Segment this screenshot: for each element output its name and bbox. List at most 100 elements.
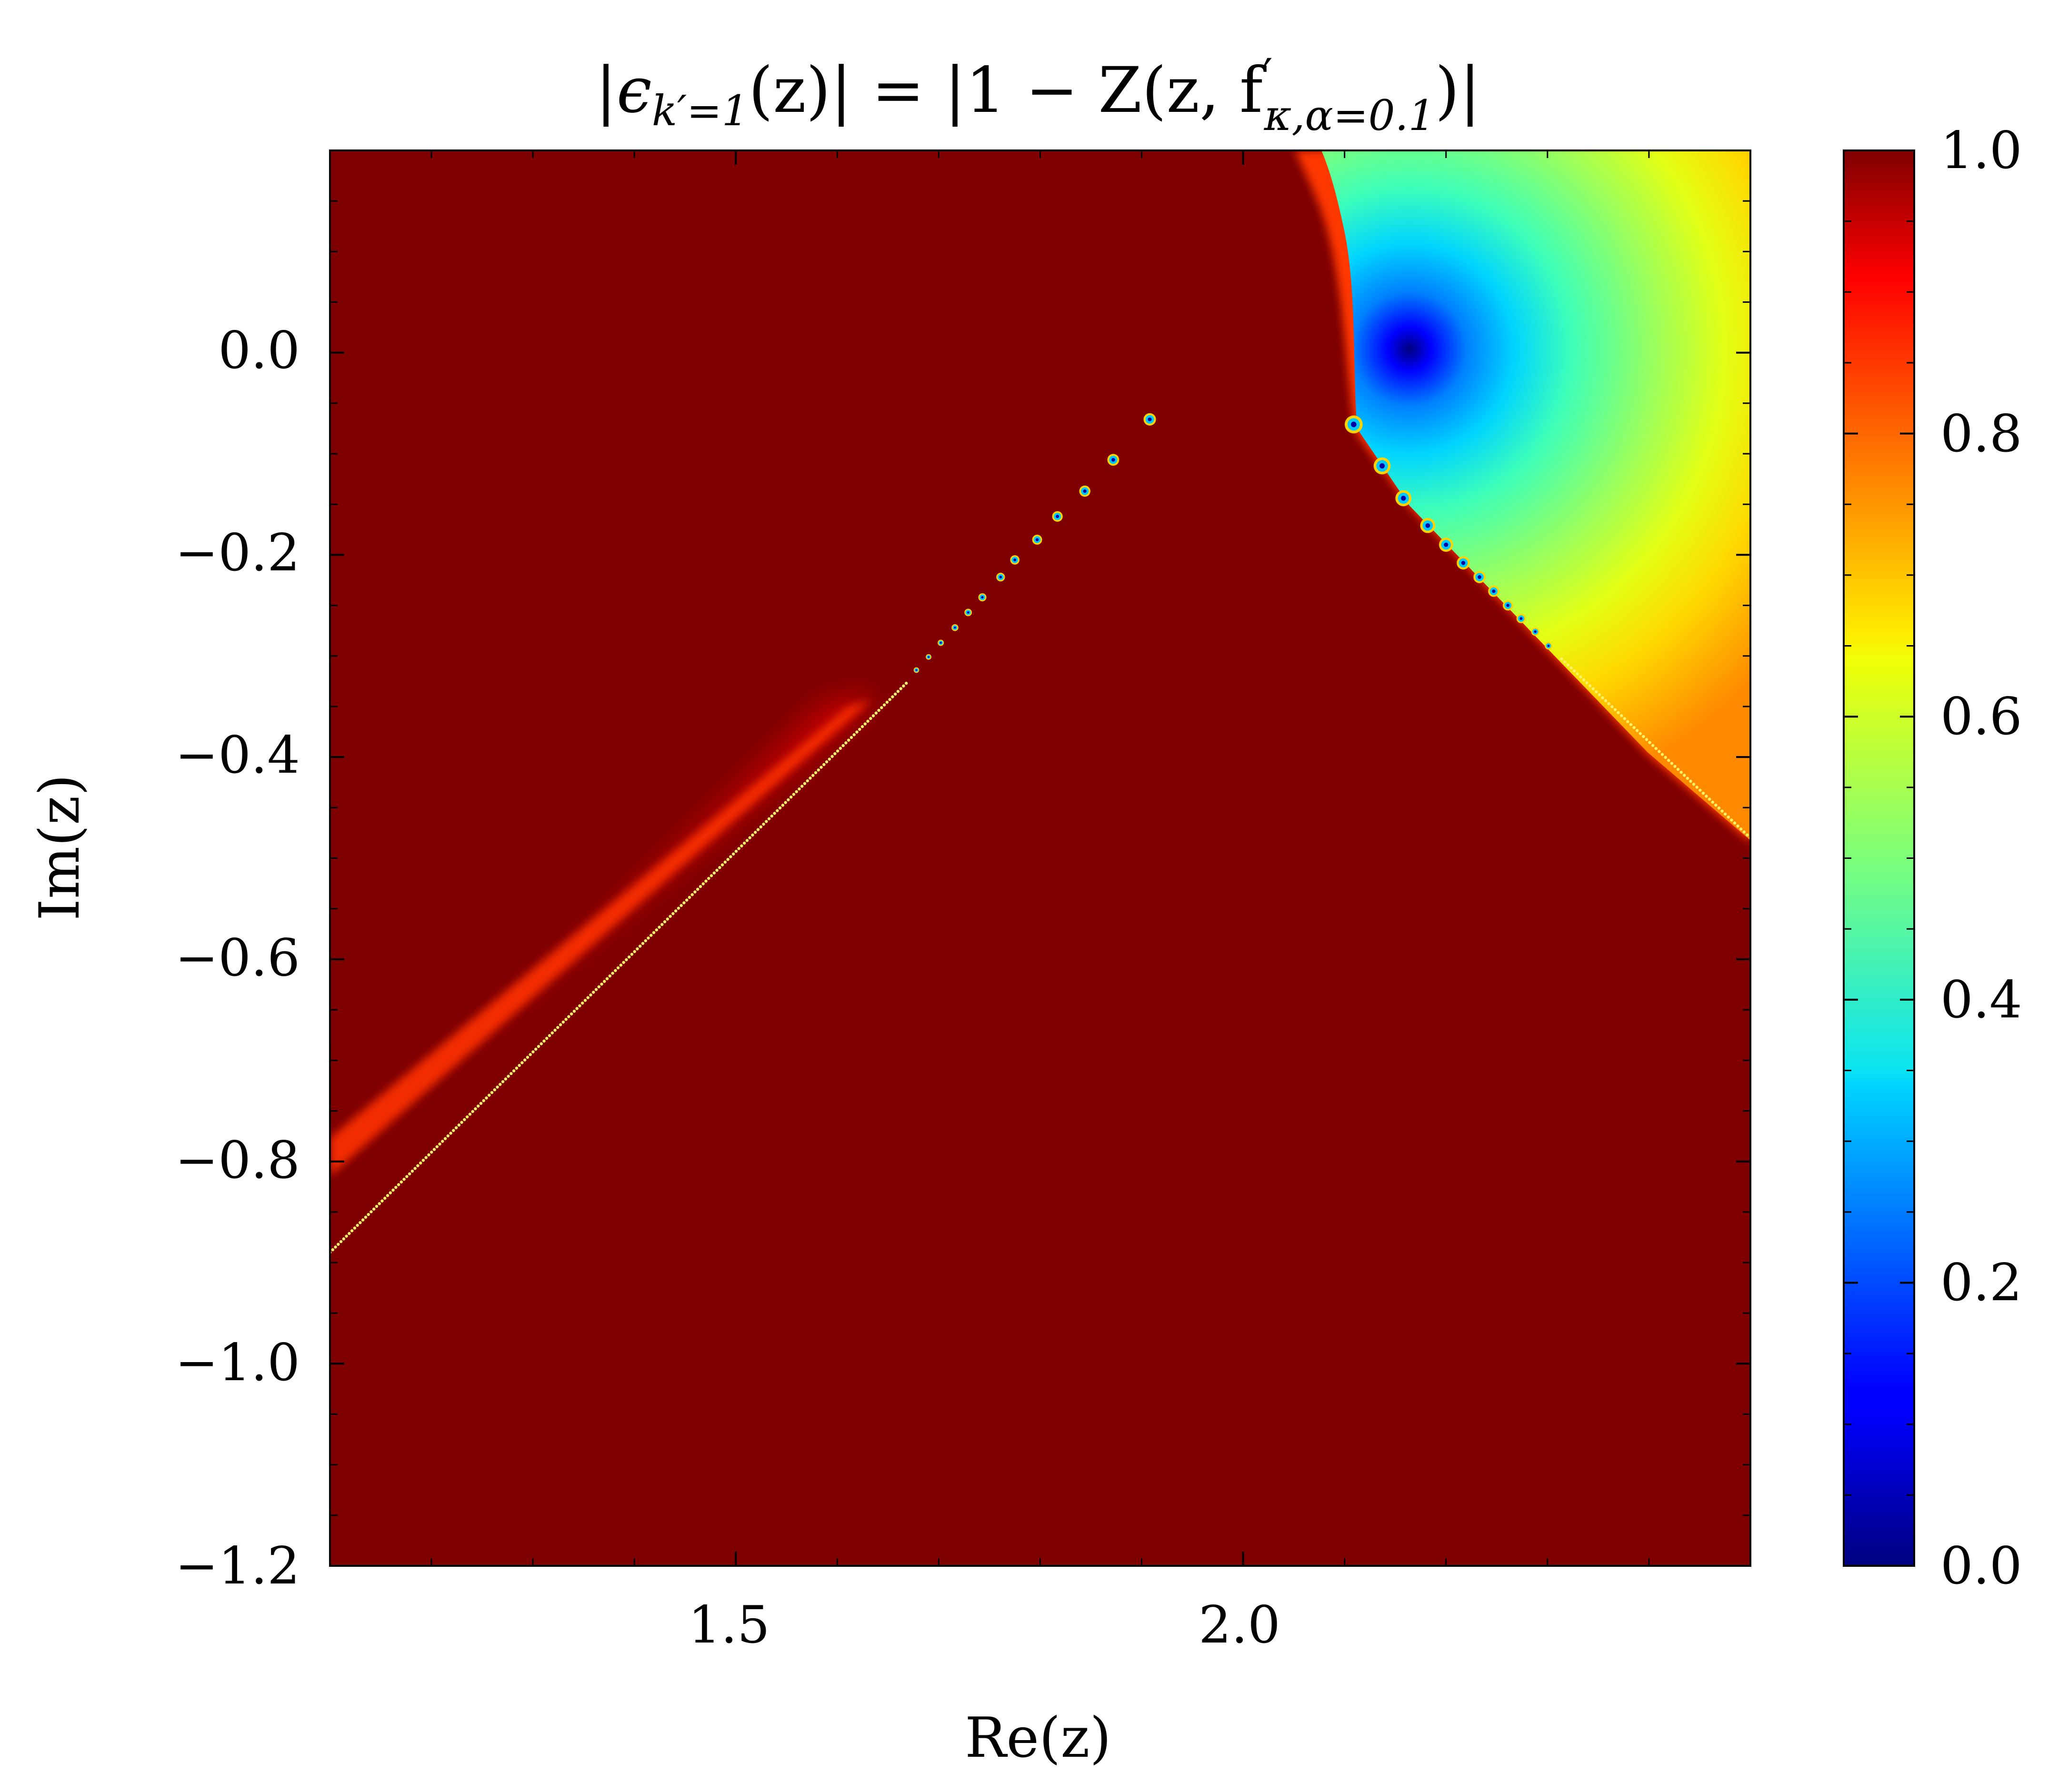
zero-dot-left (463, 1118, 466, 1121)
zero-dot-left (770, 814, 774, 818)
zero-dot-left (877, 708, 880, 712)
title-suffix: )| (1435, 54, 1481, 127)
zero-dot-left (600, 982, 603, 986)
zero-dot-left (806, 779, 809, 783)
zero-dot-right (1613, 708, 1617, 711)
zero-dot-left (704, 879, 708, 883)
zero-dot-left (375, 1205, 379, 1208)
zero-dot-left (465, 1115, 469, 1119)
zero-dot-left (430, 1150, 433, 1154)
y-axis-label: Im(z) (28, 774, 92, 920)
zero-dot-left (756, 828, 760, 831)
zero-dot-left (905, 681, 908, 685)
zero-dot-right (1670, 762, 1674, 765)
zero-marker-core (1035, 538, 1039, 541)
zero-dot-left (679, 904, 683, 907)
zero-dot-left (677, 906, 680, 910)
y-tick-label: −0.8 (175, 1131, 300, 1190)
upper-right-region (1295, 150, 1750, 843)
zero-dot-left (814, 771, 818, 775)
zero-dot-left (822, 763, 826, 767)
zero-dot-left (644, 939, 647, 943)
zero-dot-right (1648, 741, 1651, 744)
zero-dot-right (1667, 758, 1670, 762)
zero-dot-left (419, 1161, 422, 1165)
title-mid: (z)| = |1 − Z(z, f (749, 54, 1267, 127)
zero-dot-left (394, 1185, 398, 1189)
zero-dot-right (1610, 705, 1614, 708)
zero-dot-right (1598, 693, 1601, 697)
zero-dot-left (438, 1142, 441, 1146)
zero-dot-left (575, 1007, 579, 1010)
colorbar-tick-label: 1.0 (1940, 121, 2022, 180)
zero-dot-left (389, 1191, 392, 1195)
colorbar-tick-label: 0.6 (1940, 687, 2022, 747)
zero-dot-left (556, 1025, 559, 1029)
zero-dot-left (896, 690, 900, 693)
zero-dot-left (709, 874, 713, 877)
zero-marker-core (939, 642, 942, 644)
zero-marker-core (915, 669, 918, 671)
zero-marker-core (1111, 458, 1115, 462)
zero-dot-left (337, 1243, 340, 1246)
zero-dot-left (499, 1083, 502, 1086)
zero-dot-left (800, 785, 804, 788)
zero-dot-right (1636, 729, 1639, 732)
zero-dot-left (641, 942, 645, 945)
x-axis-label: Re(z) (965, 1706, 1111, 1770)
zero-dot-right (1632, 726, 1636, 729)
zero-dot-left (789, 796, 793, 799)
zero-dot-right (1701, 791, 1705, 795)
zero-dot-left (616, 966, 620, 970)
zero-dot-right (1604, 699, 1608, 703)
zero-marker-core (981, 596, 984, 599)
zero-dot-left (888, 698, 891, 701)
zero-dot-left (666, 917, 669, 921)
zero-dot-left (663, 920, 667, 924)
zero-dot-right (1595, 690, 1598, 694)
zero-dot-left (592, 990, 595, 994)
zero-dot-left (605, 977, 609, 980)
y-tick-label: −1.0 (175, 1333, 300, 1393)
zero-dot-left (594, 988, 598, 991)
zero-dot-left (828, 757, 831, 761)
x-tick-labels: 1.5 2.0 (688, 1595, 1280, 1655)
zero-dot-right (1723, 812, 1727, 816)
zero-dot-left (701, 882, 705, 886)
zero-dot-left (405, 1175, 409, 1178)
zero-dot-left (402, 1177, 406, 1181)
zero-dot-left (515, 1066, 519, 1070)
zero-dot-left (572, 1009, 576, 1013)
zero-dot-left (715, 868, 719, 872)
zero-dot-right (1705, 795, 1708, 798)
zero-dot-right (1673, 765, 1677, 768)
zero-dot-left (518, 1064, 521, 1067)
zero-dot-left (583, 999, 587, 1002)
zero-dot-right (1579, 675, 1582, 678)
zero-dot-left (350, 1229, 354, 1233)
zero-dot-left (356, 1224, 359, 1227)
zero-dot-left (408, 1172, 411, 1175)
zero-dot-left (899, 687, 902, 690)
zero-dot-left (833, 752, 837, 756)
zero-marker-core (1056, 515, 1059, 518)
y-tick-label: −1.2 (175, 1536, 300, 1596)
zero-dot-left (866, 719, 869, 723)
zero-marker-core (1425, 523, 1430, 528)
zero-dot-left (787, 798, 790, 802)
colorbar-tick-labels: 0.0 0.2 0.4 0.6 0.8 1.0 (1940, 121, 2022, 1596)
zero-dot-left (759, 825, 763, 829)
zero-marker-core (1148, 417, 1152, 421)
zero-dot-left (669, 915, 672, 918)
zero-dot-left (773, 812, 776, 815)
colorbar (1843, 149, 1915, 1567)
zero-dot-left (699, 885, 702, 888)
zero-marker-core (928, 656, 929, 658)
zero-dot-left (682, 901, 686, 905)
zero-marker-core (1492, 589, 1496, 593)
zero-dot-left (795, 790, 798, 794)
zero-dot-right (1601, 696, 1604, 699)
zero-dot-left (737, 847, 740, 850)
zero-dot-left (441, 1140, 444, 1143)
zero-dot-left (421, 1158, 425, 1162)
